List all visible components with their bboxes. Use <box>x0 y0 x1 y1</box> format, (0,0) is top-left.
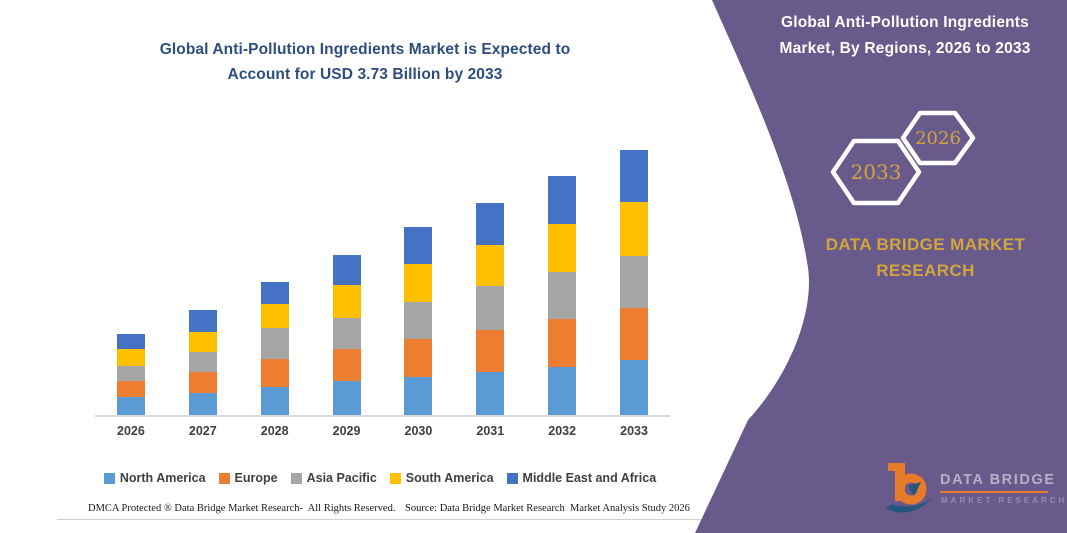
legend-label: Europe <box>234 471 278 485</box>
bar-2027 <box>188 309 217 415</box>
hexagon-2026-label: 2026 <box>915 128 961 149</box>
x-axis-labels: 2026 2027 2028 2029 2030 2031 2032 2033 <box>95 424 670 438</box>
databridge-logo: DATA BRIDGE MARKET RESEARCH <box>878 458 1064 524</box>
legend-swatch-icon <box>290 472 302 484</box>
chart-title-line-2: Account for USD 3.73 Billion by 2033 <box>227 65 503 83</box>
panel-title-line-2: Market, By Regions, 2026 to 2033 <box>779 39 1031 57</box>
bar-segment-2027-asia-pacific <box>188 351 217 372</box>
legend-item-europe: Europe <box>218 471 278 485</box>
bar-segment-2031-middle-east-and-africa <box>476 202 505 245</box>
bar-segment-2033-europe <box>620 308 649 361</box>
bar-segment-2030-middle-east-and-africa <box>404 227 433 264</box>
bar-segment-2028-asia-pacific <box>260 327 289 359</box>
bar-segment-2030-asia-pacific <box>404 302 433 339</box>
bar-segment-2029-south-america <box>332 285 361 319</box>
bar-segment-2026-asia-pacific <box>116 366 145 381</box>
bar-2030 <box>404 227 433 415</box>
bar-2032 <box>548 175 577 415</box>
bar-segment-2033-south-america <box>620 201 649 256</box>
bar-segment-2031-north-america <box>476 371 505 415</box>
legend-item-asia-pacific: Asia Pacific <box>290 471 377 485</box>
bar-2033 <box>620 149 649 415</box>
x-axis-label-2031: 2031 <box>476 424 505 438</box>
bar-segment-2026-europe <box>116 380 145 398</box>
dmca-notice: DMCA Protected ® Data Bridge Market Rese… <box>88 503 396 514</box>
bar-segment-2026-south-america <box>116 348 145 367</box>
bar-segment-2028-south-america <box>260 304 289 328</box>
bar-segment-2027-middle-east-and-africa <box>188 309 217 332</box>
chart-title: Global Anti-Pollution Ingredients Market… <box>75 38 655 88</box>
bar-2028 <box>260 282 289 415</box>
x-axis-label-2027: 2027 <box>188 424 217 438</box>
legend-item-middle-east-and-africa: Middle East and Africa <box>506 471 657 485</box>
bar-segment-2029-middle-east-and-africa <box>332 255 361 286</box>
bar-segment-2027-north-america <box>188 393 217 415</box>
bar-segment-2030-europe <box>404 338 433 377</box>
brand-wordmark-line-1: DATA BRIDGE MARKET <box>825 235 1026 254</box>
chart-legend: North America Europe Asia Pacific South Ame… <box>60 471 700 485</box>
bar-segment-2029-asia-pacific <box>332 318 361 349</box>
bar-segment-2028-europe <box>260 358 289 388</box>
x-axis-label-2029: 2029 <box>332 424 361 438</box>
purple-wave-shape <box>695 0 1067 533</box>
bar-segment-2027-europe <box>188 371 217 393</box>
bar-segment-2029-europe <box>332 348 361 381</box>
x-axis-label-2030: 2030 <box>404 424 433 438</box>
bar-segment-2031-asia-pacific <box>476 285 505 330</box>
bar-2026 <box>116 334 145 415</box>
footer-divider <box>57 519 707 520</box>
brand-wordmark-line-2: RESEARCH <box>876 261 975 280</box>
legend-swatch-icon <box>389 472 401 484</box>
bar-segment-2032-south-america <box>548 223 577 272</box>
bar-2031 <box>476 202 505 415</box>
bar-segment-2033-north-america <box>620 360 649 415</box>
bar-segment-2032-europe <box>548 319 577 367</box>
legend-label: North America <box>119 471 206 485</box>
bar-segment-2027-south-america <box>188 331 217 352</box>
x-axis-label-2033: 2033 <box>620 424 648 438</box>
x-axis-label-2032: 2032 <box>548 424 577 438</box>
bar-segment-2030-south-america <box>404 263 433 303</box>
bar-segment-2026-north-america <box>116 397 145 415</box>
x-axis-label-2026: 2026 <box>117 424 145 438</box>
bar-segment-2032-asia-pacific <box>548 271 577 320</box>
bar-segment-2026-middle-east-and-africa <box>116 334 145 349</box>
legend-swatch-icon <box>103 472 115 484</box>
hexagon-2033-label: 2033 <box>850 160 902 184</box>
bar-segment-2032-north-america <box>548 366 577 415</box>
bar-segment-2031-south-america <box>476 244 505 286</box>
panel-title: Global Anti-Pollution Ingredients Market… <box>758 10 1052 61</box>
hexagon-2033-icon <box>830 138 922 206</box>
legend-label: South America <box>405 471 494 485</box>
bar-segment-2028-north-america <box>260 387 289 415</box>
legend-item-north-america: North America <box>103 471 206 485</box>
databridge-logo-icon <box>886 463 932 513</box>
legend-item-south-america: South America <box>389 471 494 485</box>
legend-swatch-icon <box>218 472 230 484</box>
bar-segment-2032-middle-east-and-africa <box>548 175 577 224</box>
logo-divider <box>940 491 1048 493</box>
hexagon-2026-icon <box>900 110 976 166</box>
panel-title-line-1: Global Anti-Pollution Ingredients <box>781 14 1029 31</box>
bar-segment-2033-asia-pacific <box>620 255 649 309</box>
bar-segment-2031-europe <box>476 329 505 372</box>
legend-label: Asia Pacific <box>306 471 377 485</box>
stacked-bar-plot <box>95 138 670 417</box>
legend-label: Middle East and Africa <box>522 471 657 485</box>
legend-swatch-icon <box>506 472 518 484</box>
bar-segment-2029-north-america <box>332 380 361 415</box>
chart-title-line-1: Global Anti-Pollution Ingredients Market… <box>159 41 571 58</box>
bar-2029 <box>332 255 361 415</box>
logo-subtitle-text: MARKET RESEARCH <box>941 496 1067 505</box>
bar-segment-2030-north-america <box>404 376 433 415</box>
bar-segment-2028-middle-east-and-africa <box>260 282 289 305</box>
x-axis-label-2028: 2028 <box>260 424 289 438</box>
logo-name-text: DATA BRIDGE <box>940 472 1056 488</box>
bar-segment-2033-middle-east-and-africa <box>620 149 649 202</box>
source-note: Source: Data Bridge Market Research Mark… <box>405 503 690 514</box>
